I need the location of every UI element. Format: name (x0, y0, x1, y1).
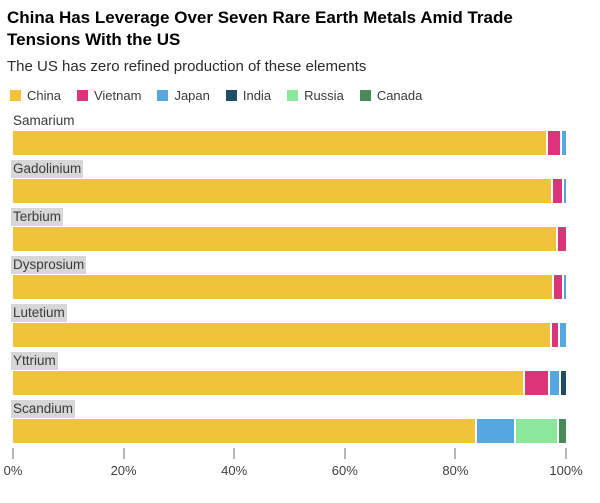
bar-row-terbium: Terbium (11, 208, 566, 252)
legend-item-india: India (225, 88, 272, 104)
legend-swatch-icon (287, 90, 299, 102)
bar-row-yttrium: Yttrium (11, 352, 566, 396)
bar-segment-canada (559, 419, 567, 444)
legend-swatch-icon (157, 90, 169, 102)
category-label: Terbium (11, 208, 64, 227)
axis-tick (344, 448, 346, 460)
axis-tick (12, 448, 14, 460)
bar-segment-china (13, 419, 475, 444)
legend-item-china: China (10, 88, 61, 103)
bar-track (13, 371, 566, 396)
axis-tick (565, 448, 567, 460)
bar-track (13, 131, 566, 156)
bar-segment-india (561, 371, 566, 396)
bar-track (13, 323, 566, 348)
bar-segment-vietnam (558, 227, 566, 252)
legend-swatch-icon (10, 90, 21, 102)
category-label: Samarium (13, 113, 75, 129)
category-label: Dysprosium (11, 256, 87, 275)
bar-segment-vietnam (524, 371, 549, 396)
bar-row-lutetium: Lutetium (11, 304, 566, 348)
axis-tick (454, 448, 456, 460)
axis-tick-label: 40% (221, 463, 248, 479)
bar-track (13, 179, 566, 204)
bar-row-dysprosium: Dysprosium (11, 256, 567, 300)
plot-area: Samarium Gadolinium Terbium Dysprosium Lutet… (4, 112, 583, 479)
bar-segment-japan (550, 371, 560, 396)
axis-tick-label: 20% (110, 463, 137, 479)
bar-segment-japan (563, 275, 567, 300)
chart-title: China Has Leverage Over Seven Rare Earth… (7, 8, 513, 50)
category-label-line: Dysprosium (11, 256, 566, 275)
legend-swatch-icon (225, 90, 237, 102)
axis-tick-label: 0% (3, 463, 23, 479)
chart-subtitle: The US has zero refined production of th… (7, 58, 367, 76)
category-label-line: Scandium (11, 400, 566, 419)
category-label: Lutetium (11, 304, 67, 323)
bar-segment-japan (559, 323, 566, 348)
axis-tick-label: 80% (442, 463, 469, 479)
category-label: Yttrium (11, 352, 58, 371)
category-label: Scandium (11, 400, 76, 419)
bar-segment-china (13, 371, 523, 396)
bar-segment-china (13, 179, 552, 204)
legend-label: Japan (174, 88, 210, 104)
bar-segment-japan (562, 131, 566, 156)
bar-track (13, 275, 567, 300)
category-label-line: Terbium (11, 208, 566, 227)
category-label-line: Lutetium (11, 304, 566, 323)
bar-segment-vietnam (547, 131, 561, 156)
bar-track (13, 419, 567, 444)
bar-segment-vietnam (552, 323, 558, 348)
legend-swatch-icon (359, 90, 371, 102)
legend-item-canada: Canada (359, 88, 423, 104)
bar-segment-russia (516, 419, 558, 444)
bar-row-gadolinium: Gadolinium (11, 160, 566, 204)
bar-segment-china (13, 131, 546, 156)
bar-segment-japan (564, 179, 566, 204)
legend-label: Russia (304, 88, 344, 104)
category-label-line: Samarium (13, 112, 566, 130)
legend-label: China (27, 88, 61, 104)
legend-label: India (242, 88, 272, 104)
bar-rows: Samarium Gadolinium Terbium Dysprosium Lutet… (11, 112, 567, 444)
bar-segment-vietnam (554, 275, 562, 300)
legend-label: Canada (376, 88, 423, 104)
bar-row-samarium: Samarium (13, 112, 566, 156)
legend-item-russia: Russia (287, 88, 344, 103)
axis-tick (123, 448, 125, 460)
category-label-line: Gadolinium (11, 160, 566, 179)
category-label: Gadolinium (11, 160, 84, 179)
x-axis: 0% 20% 40% 60% 80% 100% (4, 448, 583, 479)
axis-tick-label: 60% (331, 463, 358, 479)
legend-label: Vietnam (93, 88, 142, 104)
bar-track (13, 227, 566, 252)
bar-segment-japan (476, 419, 515, 444)
bar-segment-vietnam (553, 179, 563, 204)
category-label-line: Yttrium (11, 352, 566, 371)
bar-row-scandium: Scandium (11, 400, 567, 444)
bar-segment-china (13, 323, 551, 348)
bar-segment-china (13, 275, 553, 300)
chart-container: China Has Leverage Over Seven Rare Earth… (4, 8, 600, 479)
bar-segment-china (13, 227, 557, 252)
axis-tick-label: 100% (549, 463, 583, 479)
axis-tick (233, 448, 235, 460)
legend: China Vietnam Japan India Russia Canada (10, 88, 600, 103)
legend-item-vietnam: Vietnam (76, 88, 142, 104)
legend-swatch-icon (76, 90, 88, 102)
legend-item-japan: Japan (157, 88, 210, 104)
